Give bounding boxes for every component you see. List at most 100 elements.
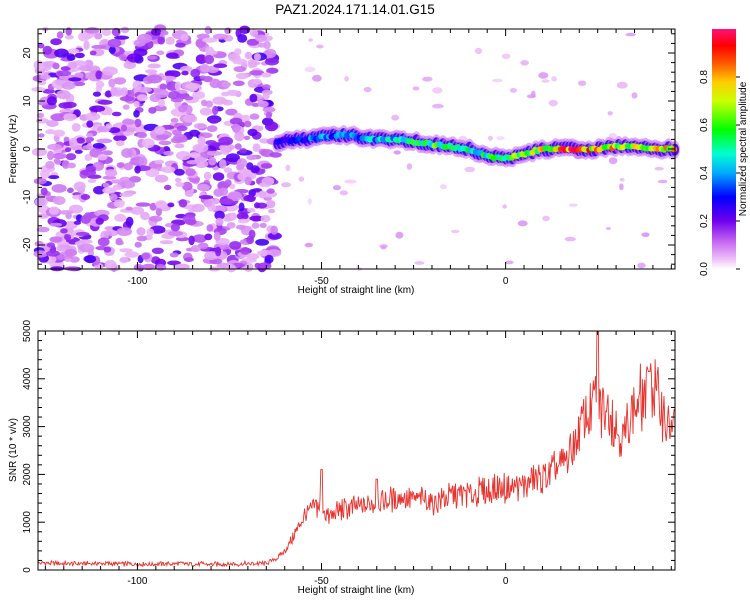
noise-cell xyxy=(46,242,56,248)
noise-cell xyxy=(406,163,413,170)
noise-cell xyxy=(432,103,444,109)
noise-cell xyxy=(501,53,511,59)
noise-cell xyxy=(218,136,234,146)
noise-cell xyxy=(234,131,245,142)
noise-cell xyxy=(80,194,91,200)
noise-cell xyxy=(243,195,255,202)
noise-cell xyxy=(134,118,142,128)
noise-cell xyxy=(227,191,243,202)
noise-cell xyxy=(183,114,198,123)
noise-cell xyxy=(79,243,95,253)
noise-cell xyxy=(285,164,291,171)
noise-cell xyxy=(132,80,142,91)
noise-cell xyxy=(165,36,175,45)
noise-cell xyxy=(219,159,227,169)
noise-cell xyxy=(36,112,45,119)
noise-cell xyxy=(154,174,169,183)
noise-cell xyxy=(251,188,263,193)
noise-cell xyxy=(136,227,146,236)
noise-cell xyxy=(33,250,48,258)
noise-cell xyxy=(568,203,578,207)
noise-cell xyxy=(198,195,214,200)
noise-cell xyxy=(113,77,127,85)
noise-cell xyxy=(255,34,268,42)
noise-cell xyxy=(304,242,313,248)
noise-cell xyxy=(249,29,259,37)
noise-cell xyxy=(212,105,219,116)
noise-cell xyxy=(253,53,261,61)
noise-cell xyxy=(116,140,125,147)
noise-cell xyxy=(37,42,45,49)
noise-cell xyxy=(123,61,137,69)
noise-cell xyxy=(167,260,181,266)
noise-cell xyxy=(619,183,624,191)
noise-cell xyxy=(184,257,194,262)
noise-cell xyxy=(605,226,611,231)
noise-cell xyxy=(234,48,242,56)
colorbar-ticks: 0.0 0.2 0.4 0.6 0.8 xyxy=(699,70,740,276)
noise-cell xyxy=(174,143,185,149)
noise-cell xyxy=(262,92,270,100)
noise-cell xyxy=(120,180,135,189)
noise-cell xyxy=(214,210,225,220)
noise-cell xyxy=(67,61,78,69)
noise-cell xyxy=(440,184,447,190)
x-tick-label: 0 xyxy=(503,576,509,587)
noise-cell xyxy=(67,162,76,169)
noise-cell xyxy=(148,215,163,222)
noise-cell xyxy=(136,94,148,102)
noise-cell xyxy=(281,182,291,188)
noise-cell xyxy=(154,89,169,98)
y-tick-label: 5000 xyxy=(22,319,33,342)
x-tick-label: -100 xyxy=(127,276,147,287)
x-tick-label: -50 xyxy=(314,576,329,587)
noise-cell xyxy=(176,125,188,132)
noise-cell xyxy=(38,80,47,86)
noise-cell xyxy=(125,216,134,227)
noise-cell xyxy=(52,196,66,205)
noise-cell xyxy=(237,34,248,43)
noise-cell xyxy=(97,99,113,105)
noise-cell xyxy=(153,105,167,112)
noise-cell xyxy=(157,36,165,45)
noise-cell xyxy=(235,72,249,80)
noise-cell xyxy=(236,158,248,168)
noise-cell xyxy=(40,169,50,179)
noise-cell xyxy=(226,89,240,97)
x-tick-label: -100 xyxy=(127,576,147,587)
noise-cell xyxy=(86,120,94,128)
noise-cell xyxy=(304,66,316,73)
noise-cell xyxy=(47,143,62,150)
colorbar-tick-label: 0.8 xyxy=(699,70,710,84)
snr-series-line xyxy=(37,330,675,568)
noise-cell xyxy=(216,262,231,269)
noise-cell xyxy=(166,52,179,59)
snr-frame xyxy=(37,330,676,571)
snr-ticks xyxy=(38,330,675,571)
noise-cell xyxy=(42,45,53,55)
noise-cell xyxy=(89,105,106,112)
noise-cell xyxy=(203,171,212,181)
noise-cell xyxy=(68,48,80,54)
noise-cell xyxy=(422,76,433,82)
noise-cell xyxy=(185,82,201,90)
noise-cell xyxy=(38,133,45,138)
noise-cell xyxy=(208,118,220,124)
noise-cell xyxy=(226,264,236,273)
noise-cell xyxy=(238,218,249,224)
noise-cell xyxy=(183,96,194,101)
noise-cell xyxy=(270,225,278,235)
noise-cell xyxy=(192,234,207,243)
noise-cell xyxy=(89,50,97,56)
noise-cell xyxy=(608,157,618,165)
noise-cell xyxy=(247,207,256,213)
noise-cell xyxy=(173,133,187,142)
noise-cell xyxy=(464,166,476,173)
noise-cell xyxy=(61,160,70,169)
noise-cell xyxy=(269,152,282,158)
noise-cell xyxy=(154,125,166,135)
noise-cell xyxy=(66,54,76,61)
spectrogram-ticks xyxy=(38,29,675,269)
noise-cell xyxy=(222,99,233,106)
